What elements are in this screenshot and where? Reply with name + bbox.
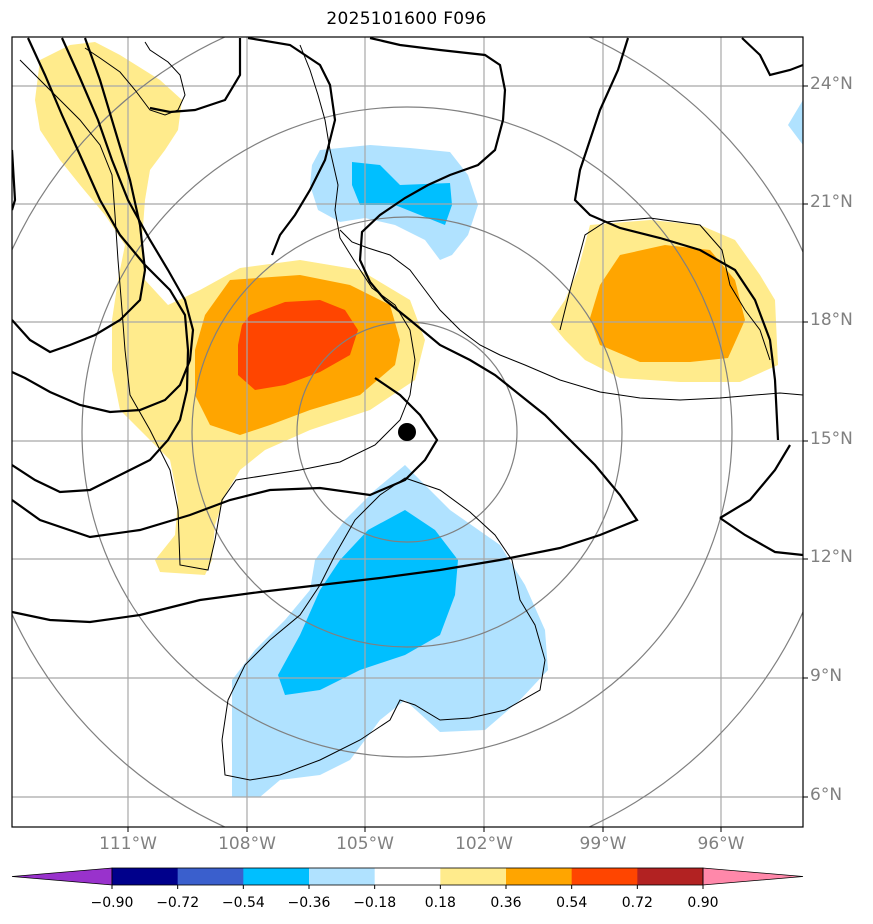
lat-lon-grid: [12, 37, 803, 827]
colorbar-tick-label: −0.18: [353, 895, 397, 911]
negative-anomaly-shading: [232, 100, 803, 797]
colorbar: [11, 867, 804, 889]
axis-ticks: [127, 85, 808, 832]
colorbar-cell: [571, 868, 638, 885]
range-rings: [12, 37, 803, 827]
colorbar-cell: [637, 868, 704, 885]
lon-label-96w: 96°W: [697, 834, 745, 854]
colorbar-tick-label: 0.54: [556, 895, 588, 911]
lon-label-105w: 105°W: [336, 834, 394, 854]
colorbar-cell: [440, 868, 507, 885]
negative-region-north-core: [352, 162, 452, 225]
colorbar-tick-label: 0.90: [687, 895, 719, 911]
lat-label-24n: 24°N: [810, 74, 853, 94]
colorbar-extend-high: [702, 867, 804, 886]
colorbar-tick-label: −0.90: [90, 895, 134, 911]
positive-region-east-mid: [590, 245, 745, 362]
colorbar-tick-label: −0.36: [287, 895, 331, 911]
colorbar-tick-label: −0.72: [156, 895, 200, 911]
colorbar-outline: [111, 867, 704, 886]
colorbar-tick-label: 0.72: [621, 895, 653, 911]
colorbar-cell: [243, 868, 310, 885]
map-frame: [11, 36, 804, 828]
colorbar-tick-label: 0.18: [424, 895, 456, 911]
colorbar-tick-label: 0.36: [490, 895, 522, 911]
lat-label-6n: 6°N: [810, 785, 843, 805]
colorbar-extend-low: [11, 867, 113, 886]
lat-label-18n: 18°N: [810, 310, 853, 330]
lon-label-111w: 111°W: [99, 834, 157, 854]
lat-label-15n: 15°N: [810, 429, 853, 449]
negative-region-edge: [788, 100, 803, 145]
map-title: 2025101600 F096: [326, 9, 487, 29]
lat-label-12n: 12°N: [810, 547, 853, 567]
colorbar-cell: [177, 868, 244, 885]
lon-label-99w: 99°W: [579, 834, 627, 854]
lon-label-102w: 102°W: [455, 834, 513, 854]
colorbar-cell: [309, 868, 376, 885]
negative-region-south-core: [278, 510, 458, 695]
storm-center-marker: [398, 423, 416, 441]
lat-label-9n: 9°N: [810, 666, 843, 686]
lat-label-21n: 21°N: [810, 192, 853, 212]
height-contours: [12, 37, 803, 624]
coastline: [19, 41, 803, 781]
colorbar-tick-label: −0.54: [221, 895, 265, 911]
lon-label-108w: 108°W: [218, 834, 276, 854]
colorbar-cell: [112, 868, 179, 885]
colorbar-cell: [374, 868, 441, 885]
colorbar-cell: [506, 868, 573, 885]
